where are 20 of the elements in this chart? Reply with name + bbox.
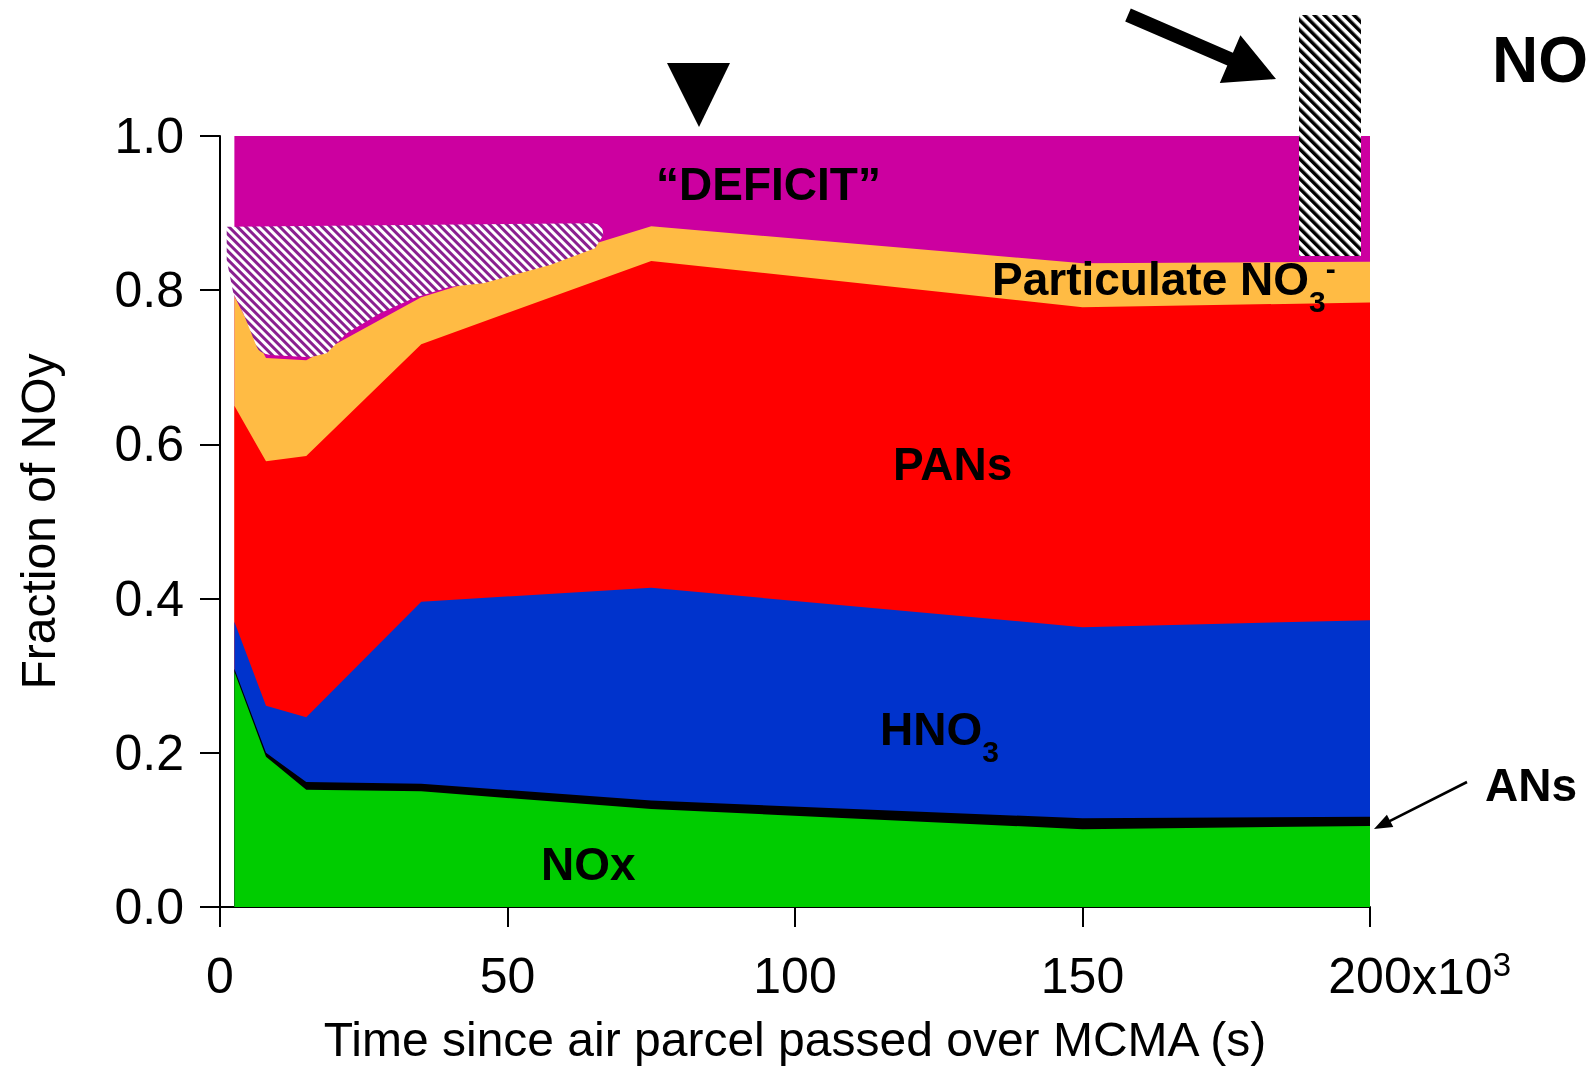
y-tick-label: 1.0 — [114, 108, 184, 164]
y-tick-label: 0.8 — [114, 262, 184, 319]
series-label: PANs — [893, 438, 1013, 490]
text: x10$^{3}$ — [1412, 945, 1511, 1005]
series-label: NOx — [541, 838, 636, 890]
y-tick-label: 0.2 — [114, 724, 184, 781]
y-tick-label: 0.0 — [114, 879, 184, 935]
text: NO — [1492, 24, 1588, 96]
x-tick-label: 50 — [479, 948, 536, 1004]
legend-label: ANs — [1485, 759, 1578, 811]
x-tick-label: 150 — [1040, 948, 1125, 1004]
series-label: “DEFICIT” — [656, 158, 881, 210]
series-label: HNO$_{3}$ — [880, 703, 999, 768]
x-tick-label: 200 — [1328, 948, 1412, 1004]
x-axis-title: Time since air parcel passed over MCMA (s) — [323, 1012, 1267, 1066]
x-tick-label: 0 — [206, 948, 234, 1004]
x-tick-label: 100 — [753, 948, 837, 1004]
y-axis-title: Fraction of NOy — [11, 353, 65, 690]
y-tick-label: 0.6 — [114, 416, 184, 473]
y-tick-label: 0.4 — [114, 570, 184, 627]
